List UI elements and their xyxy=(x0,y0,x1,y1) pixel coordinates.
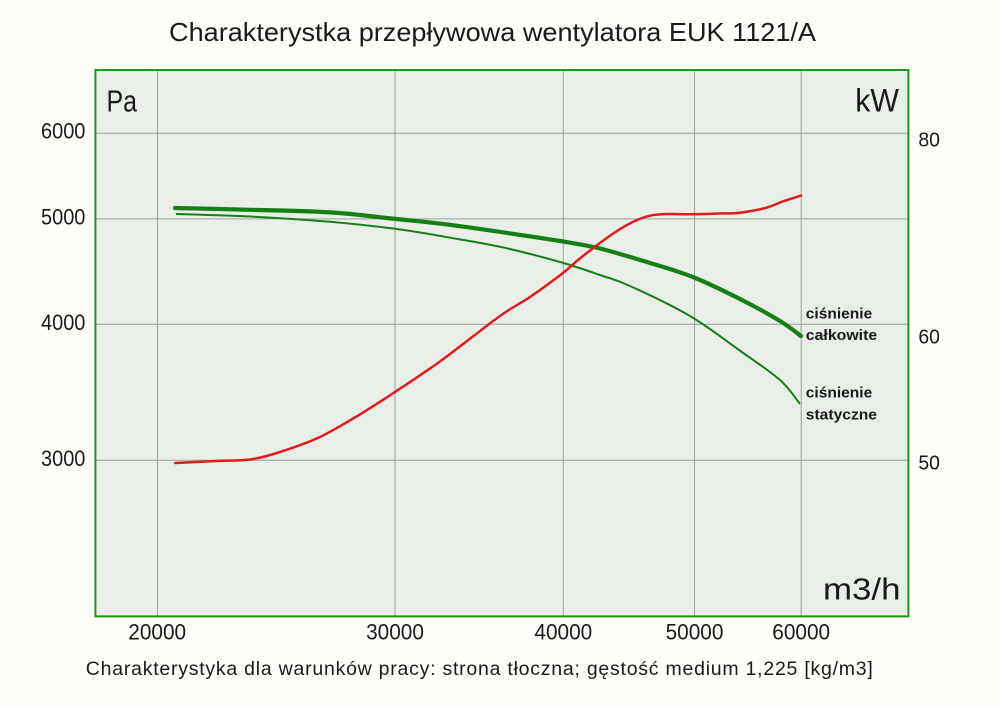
svg-text:4000: 4000 xyxy=(41,310,85,335)
svg-text:50000: 50000 xyxy=(666,619,724,644)
svg-text:ciśnienie: ciśnienie xyxy=(806,306,872,322)
svg-text:20000: 20000 xyxy=(128,619,186,644)
svg-text:ciśnienie: ciśnienie xyxy=(806,386,872,402)
svg-text:6000: 6000 xyxy=(41,119,85,144)
svg-text:60000: 60000 xyxy=(772,619,830,644)
svg-text:3000: 3000 xyxy=(41,446,85,471)
svg-text:Charakterystyka dla warunków p: Charakterystyka dla warunków pracy: stro… xyxy=(86,658,873,680)
svg-text:całkowite: całkowite xyxy=(806,328,877,344)
svg-text:Pa: Pa xyxy=(107,84,138,119)
svg-text:Charakterystka przepływowa wen: Charakterystka przepływowa wentylatora E… xyxy=(169,17,817,47)
svg-text:30000: 30000 xyxy=(366,619,424,644)
svg-text:m3/h: m3/h xyxy=(823,572,901,607)
svg-text:80: 80 xyxy=(918,129,940,152)
svg-text:60: 60 xyxy=(918,325,940,348)
svg-text:statyczne: statyczne xyxy=(806,408,877,424)
svg-text:40000: 40000 xyxy=(534,619,592,644)
svg-text:5000: 5000 xyxy=(41,205,85,230)
svg-text:50: 50 xyxy=(918,451,940,474)
svg-text:kW: kW xyxy=(855,83,899,119)
